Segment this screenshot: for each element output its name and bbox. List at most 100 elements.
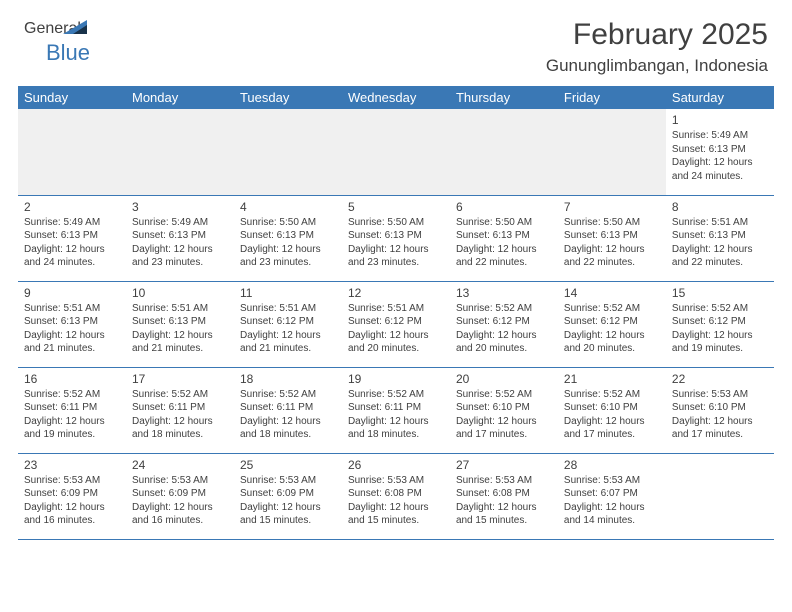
sunset-text: Sunset: 6:11 PM (132, 401, 228, 415)
sunrise-text: Sunrise: 5:50 AM (240, 216, 336, 230)
sunrise-text: Sunrise: 5:52 AM (132, 388, 228, 402)
calendar-cell: 3Sunrise: 5:49 AMSunset: 6:13 PMDaylight… (126, 195, 234, 281)
daylight-text: Daylight: 12 hours and 14 minutes. (564, 501, 660, 528)
daylight-text: Daylight: 12 hours and 20 minutes. (456, 329, 552, 356)
sunrise-text: Sunrise: 5:52 AM (240, 388, 336, 402)
calendar-cell: 23Sunrise: 5:53 AMSunset: 6:09 PMDayligh… (18, 453, 126, 539)
day-number: 6 (456, 199, 552, 215)
sunrise-text: Sunrise: 5:53 AM (564, 474, 660, 488)
daylight-text: Daylight: 12 hours and 23 minutes. (132, 243, 228, 270)
day-number: 14 (564, 285, 660, 301)
location-text: Gununglimbangan, Indonesia (18, 56, 768, 76)
calendar-cell: 14Sunrise: 5:52 AMSunset: 6:12 PMDayligh… (558, 281, 666, 367)
daylight-text: Daylight: 12 hours and 20 minutes. (348, 329, 444, 356)
sunset-text: Sunset: 6:13 PM (240, 229, 336, 243)
day-number: 16 (24, 371, 120, 387)
page-title: February 2025 (18, 18, 768, 52)
day-number: 15 (672, 285, 768, 301)
sunrise-text: Sunrise: 5:53 AM (456, 474, 552, 488)
daylight-text: Daylight: 12 hours and 17 minutes. (456, 415, 552, 442)
daylight-text: Daylight: 12 hours and 16 minutes. (132, 501, 228, 528)
daylight-text: Daylight: 12 hours and 22 minutes. (672, 243, 768, 270)
day-header: Saturday (666, 86, 774, 109)
calendar-week-row: 1Sunrise: 5:49 AMSunset: 6:13 PMDaylight… (18, 109, 774, 195)
sunset-text: Sunset: 6:13 PM (132, 315, 228, 329)
daylight-text: Daylight: 12 hours and 22 minutes. (456, 243, 552, 270)
sunset-text: Sunset: 6:12 PM (456, 315, 552, 329)
daylight-text: Daylight: 12 hours and 18 minutes. (348, 415, 444, 442)
sunrise-text: Sunrise: 5:52 AM (348, 388, 444, 402)
sunset-text: Sunset: 6:12 PM (672, 315, 768, 329)
daylight-text: Daylight: 12 hours and 24 minutes. (672, 156, 768, 183)
sunset-text: Sunset: 6:08 PM (456, 487, 552, 501)
sunrise-text: Sunrise: 5:52 AM (672, 302, 768, 316)
sunrise-text: Sunrise: 5:53 AM (672, 388, 768, 402)
sunset-text: Sunset: 6:09 PM (240, 487, 336, 501)
sunrise-text: Sunrise: 5:53 AM (24, 474, 120, 488)
day-number: 20 (456, 371, 552, 387)
day-number: 21 (564, 371, 660, 387)
day-header: Sunday (18, 86, 126, 109)
day-number: 5 (348, 199, 444, 215)
brand-logo: General (24, 20, 81, 38)
calendar-cell: 21Sunrise: 5:52 AMSunset: 6:10 PMDayligh… (558, 367, 666, 453)
sunset-text: Sunset: 6:10 PM (456, 401, 552, 415)
day-header: Wednesday (342, 86, 450, 109)
sunset-text: Sunset: 6:13 PM (564, 229, 660, 243)
calendar-cell: 1Sunrise: 5:49 AMSunset: 6:13 PMDaylight… (666, 109, 774, 195)
calendar-cell: 12Sunrise: 5:51 AMSunset: 6:12 PMDayligh… (342, 281, 450, 367)
daylight-text: Daylight: 12 hours and 22 minutes. (564, 243, 660, 270)
sunrise-text: Sunrise: 5:49 AM (672, 129, 768, 143)
daylight-text: Daylight: 12 hours and 23 minutes. (240, 243, 336, 270)
calendar-cell (342, 109, 450, 195)
sunrise-text: Sunrise: 5:52 AM (456, 388, 552, 402)
calendar-cell: 6Sunrise: 5:50 AMSunset: 6:13 PMDaylight… (450, 195, 558, 281)
day-number: 10 (132, 285, 228, 301)
calendar-cell: 2Sunrise: 5:49 AMSunset: 6:13 PMDaylight… (18, 195, 126, 281)
calendar-cell: 17Sunrise: 5:52 AMSunset: 6:11 PMDayligh… (126, 367, 234, 453)
calendar-cell (234, 109, 342, 195)
calendar-cell: 13Sunrise: 5:52 AMSunset: 6:12 PMDayligh… (450, 281, 558, 367)
calendar-cell: 16Sunrise: 5:52 AMSunset: 6:11 PMDayligh… (18, 367, 126, 453)
sunset-text: Sunset: 6:11 PM (240, 401, 336, 415)
day-number: 13 (456, 285, 552, 301)
sunset-text: Sunset: 6:11 PM (24, 401, 120, 415)
sunrise-text: Sunrise: 5:51 AM (240, 302, 336, 316)
brand-blue-text: Blue (46, 40, 90, 65)
calendar-week-row: 2Sunrise: 5:49 AMSunset: 6:13 PMDaylight… (18, 195, 774, 281)
sunrise-text: Sunrise: 5:49 AM (24, 216, 120, 230)
calendar-cell: 7Sunrise: 5:50 AMSunset: 6:13 PMDaylight… (558, 195, 666, 281)
daylight-text: Daylight: 12 hours and 19 minutes. (24, 415, 120, 442)
daylight-text: Daylight: 12 hours and 17 minutes. (564, 415, 660, 442)
sunrise-text: Sunrise: 5:52 AM (564, 388, 660, 402)
day-header: Tuesday (234, 86, 342, 109)
daylight-text: Daylight: 12 hours and 18 minutes. (240, 415, 336, 442)
sunset-text: Sunset: 6:09 PM (24, 487, 120, 501)
day-number: 22 (672, 371, 768, 387)
daylight-text: Daylight: 12 hours and 15 minutes. (348, 501, 444, 528)
daylight-text: Daylight: 12 hours and 17 minutes. (672, 415, 768, 442)
day-number: 7 (564, 199, 660, 215)
header-block: February 2025 Gununglimbangan, Indonesia (18, 18, 774, 76)
sunrise-text: Sunrise: 5:52 AM (456, 302, 552, 316)
daylight-text: Daylight: 12 hours and 15 minutes. (240, 501, 336, 528)
sunset-text: Sunset: 6:13 PM (456, 229, 552, 243)
day-number: 18 (240, 371, 336, 387)
sunset-text: Sunset: 6:12 PM (240, 315, 336, 329)
sunrise-text: Sunrise: 5:51 AM (348, 302, 444, 316)
calendar-cell: 19Sunrise: 5:52 AMSunset: 6:11 PMDayligh… (342, 367, 450, 453)
calendar-cell: 15Sunrise: 5:52 AMSunset: 6:12 PMDayligh… (666, 281, 774, 367)
day-number: 11 (240, 285, 336, 301)
daylight-text: Daylight: 12 hours and 24 minutes. (24, 243, 120, 270)
calendar-week-row: 16Sunrise: 5:52 AMSunset: 6:11 PMDayligh… (18, 367, 774, 453)
sunset-text: Sunset: 6:10 PM (672, 401, 768, 415)
day-number: 27 (456, 457, 552, 473)
calendar-cell: 28Sunrise: 5:53 AMSunset: 6:07 PMDayligh… (558, 453, 666, 539)
day-number: 3 (132, 199, 228, 215)
sunset-text: Sunset: 6:13 PM (672, 143, 768, 157)
sunrise-text: Sunrise: 5:51 AM (24, 302, 120, 316)
day-number: 4 (240, 199, 336, 215)
calendar-cell: 8Sunrise: 5:51 AMSunset: 6:13 PMDaylight… (666, 195, 774, 281)
day-number: 19 (348, 371, 444, 387)
sunrise-text: Sunrise: 5:51 AM (672, 216, 768, 230)
